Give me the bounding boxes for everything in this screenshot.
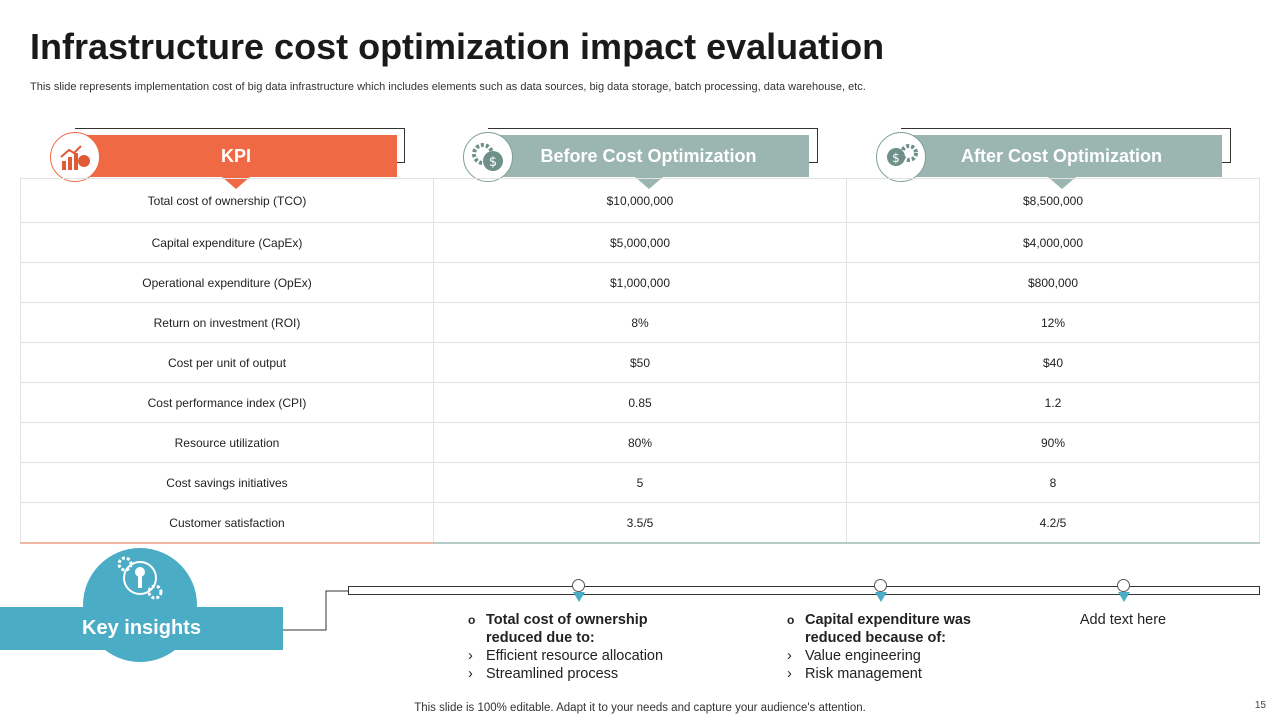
gear-dollar-icon: $ [463,132,513,182]
kpi-cell: Cost per unit of output [20,342,434,383]
table-row: Operational expenditure (OpEx) $1,000,000… [20,262,1260,303]
svg-text:$: $ [892,151,900,165]
after-cell: 8 [846,462,1260,503]
after-cell: $4,000,000 [846,222,1260,263]
gear-dollar-icon: $ [876,132,926,182]
connector-line [283,590,349,631]
header-label: After Cost Optimization [961,145,1162,166]
timeline-marker [874,579,887,602]
timeline-bar [348,586,1260,595]
after-cell: 1.2 [846,382,1260,423]
kpi-cell: Cost savings initiatives [20,462,434,503]
table-row: Cost performance index (CPI) 0.85 1.2 [20,382,1260,423]
before-cell: $50 [433,342,847,383]
header-kpi: KPI [75,135,397,189]
insight-capex: Capital expenditure was reduced because … [787,611,997,683]
footer-note: This slide is 100% editable. Adapt it to… [414,702,866,714]
kpi-cell: Operational expenditure (OpEx) [20,262,434,303]
header-before: Before Cost Optimization [488,135,809,189]
after-cell: 4.2/5 [846,502,1260,543]
header-after: After Cost Optimization [901,135,1222,189]
insight-bullet: Risk management [787,665,997,683]
insight-placeholder[interactable]: Add text here [1079,612,1167,628]
before-cell: 0.85 [433,382,847,423]
key-insights-label: Key insights [0,607,283,650]
after-cell: $800,000 [846,262,1260,303]
insight-heading: Capital expenditure was reduced because … [787,611,997,647]
before-cell: $10,000,000 [433,178,847,223]
after-cell: $40 [846,342,1260,383]
insight-bullet: Value engineering [787,647,997,665]
svg-text:$: $ [489,155,497,170]
insight-bullet: Efficient resource allocation [468,647,678,665]
table-row: Capital expenditure (CapEx) $5,000,000 $4,… [20,222,1260,263]
before-cell: $5,000,000 [433,222,847,263]
kpi-cell: Cost performance index (CPI) [20,382,434,423]
table-row: Cost savings initiatives 5 8 [20,462,1260,503]
header-label: Before Cost Optimization [540,145,757,166]
insight-heading: Total cost of ownership reduced due to: [468,611,678,647]
before-cell: 3.5/5 [433,502,847,543]
table-row: Cost per unit of output $50 $40 [20,342,1260,383]
header-label: KPI [220,145,251,166]
kpi-cell: Capital expenditure (CapEx) [20,222,434,263]
table-row: Return on investment (ROI) 8% 12% [20,302,1260,343]
kpi-cell: Total cost of ownership (TCO) [20,178,434,223]
after-cell: 90% [846,422,1260,463]
table-row: Total cost of ownership (TCO) $10,000,000… [20,178,1260,223]
timeline-marker [572,579,585,602]
growth-chart-kpi-icon [50,132,100,182]
after-cell: $8,500,000 [846,178,1260,223]
table-row: Customer satisfaction 3.5/5 4.2/5 [20,502,1260,543]
table-bottom-border [20,542,433,544]
page-subtitle: This slide represents implementation cos… [30,81,866,93]
before-cell: 5 [433,462,847,503]
page-title: Infrastructure cost optimization impact … [30,26,885,67]
before-cell: 8% [433,302,847,343]
before-cell: $1,000,000 [433,262,847,303]
kpi-cell: Return on investment (ROI) [20,302,434,343]
before-cell: 80% [433,422,847,463]
timeline-marker [1117,579,1130,602]
table-row: Resource utilization 80% 90% [20,422,1260,463]
kpi-table: Total cost of ownership (TCO) $10,000,000… [20,178,1260,543]
kpi-cell: Customer satisfaction [20,502,434,543]
after-cell: 12% [846,302,1260,343]
insight-bullet: Streamlined process [468,665,678,683]
insight-tco: Total cost of ownership reduced due to: … [468,611,678,683]
table-bottom-border [433,542,1260,544]
kpi-cell: Resource utilization [20,422,434,463]
page-number: 15 [1254,700,1266,711]
